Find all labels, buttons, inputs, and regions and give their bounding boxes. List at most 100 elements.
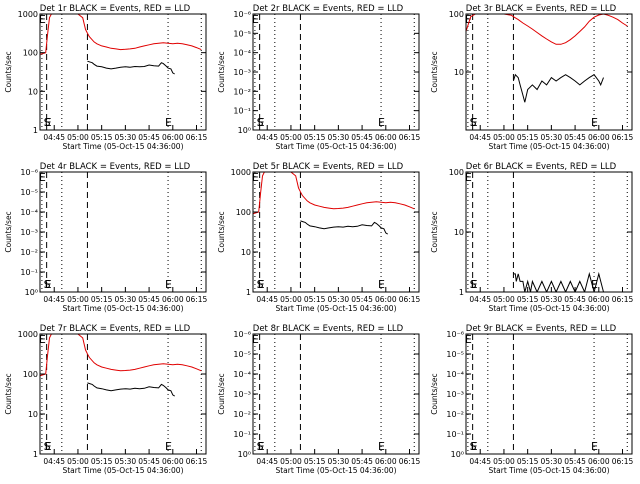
x-tick-label: 05:15 — [517, 295, 539, 304]
marker-label: E — [165, 440, 172, 453]
time-markers — [41, 334, 202, 454]
marker-label: E — [252, 171, 259, 184]
x-tick-label: 05:15 — [91, 133, 113, 142]
y-axis-label: Counts/sec — [217, 51, 226, 92]
events-series-line — [87, 60, 175, 75]
y-tick-label: 10⁻³ — [20, 228, 38, 237]
x-tick-label: 05:15 — [91, 295, 113, 304]
marker-label: E — [252, 333, 259, 346]
x-axis-label: Start Time (05-Oct-15 04:36:00) — [62, 142, 183, 151]
marker-label-bottom: E — [471, 278, 478, 291]
y-axis-label: Counts/sec — [4, 51, 13, 92]
x-tick-label: 04:45 — [469, 457, 491, 466]
y-tick-label: 10⁻¹ — [20, 268, 38, 277]
y-tick-label: 100 — [23, 49, 38, 58]
marker-label: E — [39, 171, 46, 184]
x-tick-label: 06:00 — [162, 295, 184, 304]
x-axis-label: Start Time (05-Oct-15 04:36:00) — [488, 142, 609, 151]
x-tick-label: 05:00 — [280, 295, 302, 304]
panel-title: Det 5r BLACK = Events, RED = LLD — [253, 162, 404, 172]
x-tick-label: 05:15 — [304, 457, 326, 466]
x-tick-label: 05:00 — [280, 133, 302, 142]
panel-title: Det 3r BLACK = Events, RED = LLD — [466, 4, 617, 14]
x-tick-label: 05:45 — [564, 457, 586, 466]
y-tick-label: 10⁻⁶ — [446, 330, 464, 339]
x-tick-label: 05:00 — [67, 295, 89, 304]
y-tick-label: 10⁻⁶ — [20, 168, 38, 177]
events-series-line — [87, 382, 175, 397]
y-tick-label: 1000 — [18, 330, 38, 339]
y-axis-label: Counts/sec — [430, 51, 439, 92]
y-tick-label: 10 — [454, 228, 464, 237]
y-axis-label: Counts/sec — [4, 373, 13, 414]
marker-label: E — [465, 171, 472, 184]
panel-title: Det 9r BLACK = Events, RED = LLD — [466, 324, 617, 334]
y-tick-label: 100 — [449, 10, 464, 19]
y-tick-label: 100 — [23, 370, 38, 379]
marker-label: S — [470, 116, 477, 129]
x-tick-label: 05:30 — [115, 457, 137, 466]
x-tick-label: 06:00 — [588, 133, 610, 142]
series-group — [513, 271, 604, 292]
y-tick-label: 10 — [241, 248, 251, 257]
plot-frame — [39, 333, 207, 455]
marker-label: E — [39, 13, 46, 26]
x-tick-label: 06:15 — [399, 457, 421, 466]
y-tick-label: 10⁻¹ — [233, 430, 251, 439]
series-group — [253, 172, 415, 235]
y-axis-label: Counts/sec — [217, 211, 226, 252]
x-tick-label: 04:45 — [256, 295, 278, 304]
marker-label: S — [44, 116, 51, 129]
marker-label: S — [44, 278, 51, 291]
x-tick-label: 05:00 — [493, 457, 515, 466]
events-series-line — [513, 271, 604, 292]
marker-label: E — [378, 278, 385, 291]
marker-label: E — [591, 278, 598, 291]
x-tick-label: 06:15 — [612, 133, 634, 142]
marker-label-bottom: E — [258, 278, 265, 291]
y-tick-label: 10⁰ — [238, 450, 251, 459]
lld-series-line — [253, 172, 415, 215]
marker-label-bottom: E — [45, 116, 52, 129]
x-axis-label: Start Time (05-Oct-15 04:36:00) — [488, 304, 609, 313]
x-tick-label: 05:45 — [138, 295, 160, 304]
y-tick-label: 10⁻⁴ — [446, 370, 464, 379]
marker-label-bottom: E — [258, 440, 265, 453]
x-tick-label: 05:45 — [351, 457, 373, 466]
lld-series-line — [40, 14, 202, 55]
y-tick-label: 1000 — [18, 10, 38, 19]
panel-title: Det 1r BLACK = Events, RED = LLD — [40, 4, 191, 14]
y-tick-label: 10⁻⁶ — [233, 10, 251, 19]
x-tick-label: 05:15 — [517, 457, 539, 466]
y-tick-label: 1000 — [231, 168, 251, 177]
y-tick-label: 10⁻³ — [446, 390, 464, 399]
lld-series-line — [466, 14, 628, 45]
panel-title: Det 6r BLACK = Events, RED = LLD — [466, 162, 617, 172]
x-axis-label: Start Time (05-Oct-15 04:36:00) — [275, 466, 396, 475]
time-markers — [467, 14, 628, 130]
plot-frame — [39, 171, 207, 293]
series-group — [40, 334, 202, 397]
x-tick-label: 06:00 — [588, 295, 610, 304]
marker-label: E — [465, 13, 472, 26]
y-tick-label: 10⁻¹ — [233, 107, 251, 116]
y-tick-label: 10⁻² — [233, 410, 251, 419]
events-series-line — [300, 220, 388, 235]
x-tick-label: 06:00 — [375, 133, 397, 142]
marker-label-bottom: E — [45, 278, 52, 291]
marker-label-bottom: E — [258, 116, 265, 129]
marker-label: E — [378, 116, 385, 129]
y-tick-label: 10⁻⁴ — [233, 370, 251, 379]
x-tick-label: 04:45 — [469, 295, 491, 304]
y-tick-label: 10⁰ — [238, 126, 251, 135]
y-tick-label: 10⁻⁴ — [233, 49, 251, 58]
x-tick-label: 05:30 — [115, 133, 137, 142]
x-tick-label: 06:00 — [162, 457, 184, 466]
x-axis-label: Start Time (05-Oct-15 04:36:00) — [488, 466, 609, 475]
y-tick-label: 1 — [246, 288, 251, 297]
